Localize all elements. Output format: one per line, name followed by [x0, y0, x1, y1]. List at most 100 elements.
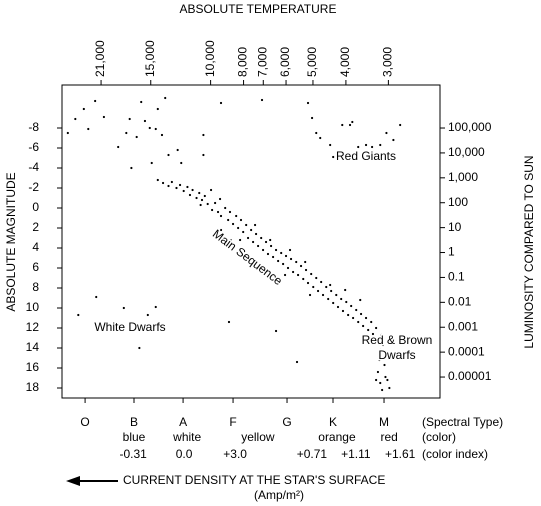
star-point: [327, 297, 330, 301]
star-point: [306, 101, 310, 105]
star-point: [130, 166, 133, 170]
star-point: [269, 238, 272, 242]
star-point: [146, 313, 149, 317]
spectral-label: yellow: [241, 430, 275, 444]
y-tick-label: 12: [26, 320, 40, 334]
x-tick-label: 8,000: [236, 47, 250, 77]
star-point: [370, 320, 373, 324]
footer-text: CURRENT DENSITY AT THE STAR'S SURFACE: [123, 473, 385, 487]
star-point: [261, 248, 265, 252]
star-point: [269, 244, 273, 248]
star-point: [321, 293, 325, 297]
annotation: Dwarfs: [378, 348, 415, 362]
y-axis-label: ABSOLUTE MAGNITUDE: [4, 172, 18, 311]
star-point: [291, 270, 295, 274]
y-tick-label: -6: [28, 140, 39, 154]
y2-tick-label: 10: [448, 220, 462, 234]
star-point: [306, 281, 310, 285]
star-point: [148, 126, 151, 130]
y-tick-label: 8: [32, 280, 39, 294]
star-point: [170, 180, 173, 184]
star-point: [329, 143, 332, 147]
star-point: [332, 155, 335, 159]
star-point: [375, 378, 378, 382]
star-point: [274, 329, 278, 333]
star-point: [325, 285, 328, 289]
star-point: [345, 300, 348, 304]
star-point: [376, 338, 380, 342]
star-point: [289, 257, 293, 261]
chart-title: ABSOLUTE TEMPERATURE: [180, 2, 337, 16]
star-point: [77, 313, 80, 317]
star-point: [351, 120, 354, 124]
spectral-label: red: [380, 430, 397, 444]
y2-tick-label: 1,000: [448, 170, 478, 184]
star-point: [381, 343, 385, 347]
star-point: [245, 223, 248, 227]
star-point: [161, 181, 165, 185]
star-point: [191, 188, 194, 192]
spectral-label: -0.31: [119, 447, 147, 461]
x-tick-label: 15,000: [143, 40, 157, 77]
star-point: [125, 131, 128, 135]
y-tick-label: 0: [32, 200, 39, 214]
star-point: [357, 145, 360, 149]
star-point: [180, 161, 183, 165]
star-point: [383, 363, 386, 367]
star-point: [202, 133, 205, 137]
star-point: [310, 272, 313, 276]
star-point: [154, 127, 157, 131]
y2-tick-label: 100,000: [448, 120, 492, 134]
y-tick-label: 10: [26, 300, 40, 314]
spectral-label: orange: [318, 430, 356, 444]
star-point: [164, 96, 167, 100]
footer-unit: (Amp/m²): [254, 488, 304, 502]
star-point: [310, 116, 314, 120]
star-point: [340, 297, 343, 301]
star-point: [238, 238, 242, 242]
y2-tick-label: 0.0001: [448, 344, 485, 358]
star-point: [367, 328, 370, 332]
star-point: [320, 280, 323, 284]
star-point: [266, 252, 270, 256]
spectral-label: K: [329, 415, 337, 429]
star-point: [304, 260, 307, 264]
row-label: (color index): [422, 447, 488, 461]
star-point: [202, 153, 205, 157]
star-point: [362, 324, 365, 328]
star-point: [256, 244, 260, 248]
star-point: [355, 308, 358, 312]
spectral-label: 0.0: [176, 447, 193, 461]
star-point: [364, 316, 368, 320]
star-point: [344, 288, 347, 292]
star-point: [135, 135, 138, 139]
star-point: [239, 218, 243, 222]
star-point: [178, 183, 182, 187]
star-point: [359, 298, 362, 302]
star-point: [370, 145, 374, 149]
star-point: [228, 210, 232, 214]
star-point: [154, 305, 157, 309]
star-point: [347, 313, 350, 317]
star-point: [167, 184, 170, 188]
star-point: [283, 273, 287, 277]
y-tick-label: 4: [32, 240, 39, 254]
star-point: [218, 197, 222, 201]
row-label: (color): [422, 430, 456, 444]
star-point: [388, 386, 391, 390]
star-point: [332, 301, 335, 305]
star-point: [186, 185, 189, 189]
star-point: [315, 131, 318, 135]
star-point: [304, 268, 308, 272]
star-point: [250, 228, 253, 232]
star-point: [216, 210, 220, 214]
star-point: [167, 153, 170, 157]
star-point: [242, 230, 245, 234]
star-point: [264, 240, 268, 244]
star-point: [260, 236, 263, 240]
star-point: [341, 123, 344, 127]
star-point: [188, 193, 192, 197]
spectral-label: O: [80, 415, 89, 429]
star-point: [271, 255, 275, 259]
star-point: [199, 203, 202, 207]
